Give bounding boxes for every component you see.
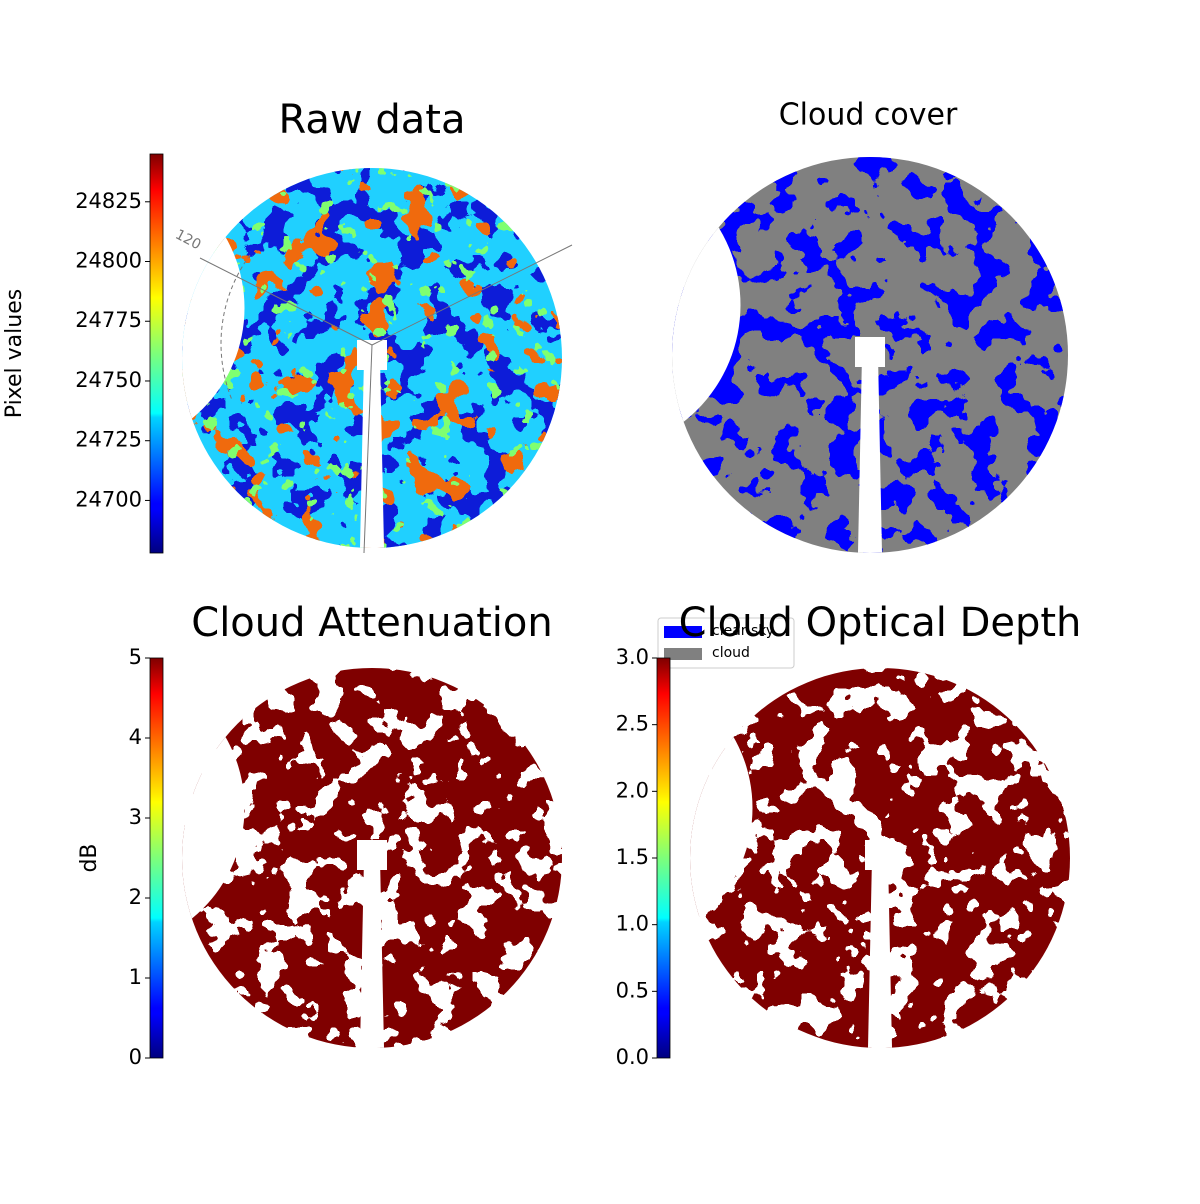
legend-swatch [664, 648, 702, 660]
colorbar-tick-label: 2 [129, 885, 142, 909]
colorbar-tick-label: 24750 [75, 368, 142, 392]
legend-label: cloud [712, 645, 750, 661]
colorbar-tick-label: 1.0 [616, 912, 649, 936]
colorbar-tick-label: 0.0 [616, 1045, 649, 1069]
mast-mask [858, 355, 882, 553]
sky-image [690, 668, 1070, 1048]
sky-image [672, 157, 1068, 553]
colorbar-tick-label: 24725 [75, 428, 142, 452]
legend-label: clear sky [712, 623, 774, 639]
colorbar-tick-label: 2.0 [616, 778, 649, 802]
colorbar-tick-label: 2.5 [616, 712, 649, 736]
colorbar-tick-label: 24800 [75, 249, 142, 273]
panel-title: Cloud Optical Depth [679, 600, 1082, 646]
grid-overlay: 120 [172, 227, 573, 554]
azimuth-line [371, 244, 573, 346]
colorbar [656, 657, 671, 1059]
annotation: 120 [172, 227, 203, 254]
panel-title: Raw data [279, 97, 466, 143]
colorbar-tick-label: 1.5 [616, 845, 649, 869]
mast-mask [868, 858, 892, 1048]
colorbar-tick-label: 3 [129, 805, 142, 829]
colorbar-tick-label: 24700 [75, 487, 142, 511]
azimuth-line [363, 344, 373, 554]
colorbar-tick-label: 4 [129, 725, 142, 749]
azimuth-line [199, 257, 373, 346]
colorbar-tick-label: 3.0 [616, 645, 649, 669]
legend: clear sky cloud [657, 617, 795, 669]
colorbar-tick-label: 0 [129, 1045, 142, 1069]
colorbar-label: Pixel values [2, 289, 27, 418]
panel-title: Cloud Attenuation [191, 600, 552, 646]
colorbar-tick-label: 5 [129, 645, 142, 669]
colorbar-tick-label: 24825 [75, 189, 142, 213]
colorbar [149, 153, 164, 554]
legend-swatch [664, 626, 702, 638]
colorbar [149, 657, 164, 1059]
range-ring [220, 254, 251, 401]
mast-mask [855, 337, 885, 367]
mast-mask [357, 840, 387, 870]
sky-image [182, 668, 562, 1048]
mast-mask [360, 858, 384, 1048]
panel-title: Cloud cover [779, 98, 958, 133]
colorbar-tick-label: 0.5 [616, 978, 649, 1002]
mast-mask [360, 358, 384, 548]
colorbar-label: dB [77, 843, 102, 872]
mast-mask [865, 840, 895, 870]
colorbar-tick-label: 24775 [75, 308, 142, 332]
colorbar-tick-label: 1 [129, 965, 142, 989]
